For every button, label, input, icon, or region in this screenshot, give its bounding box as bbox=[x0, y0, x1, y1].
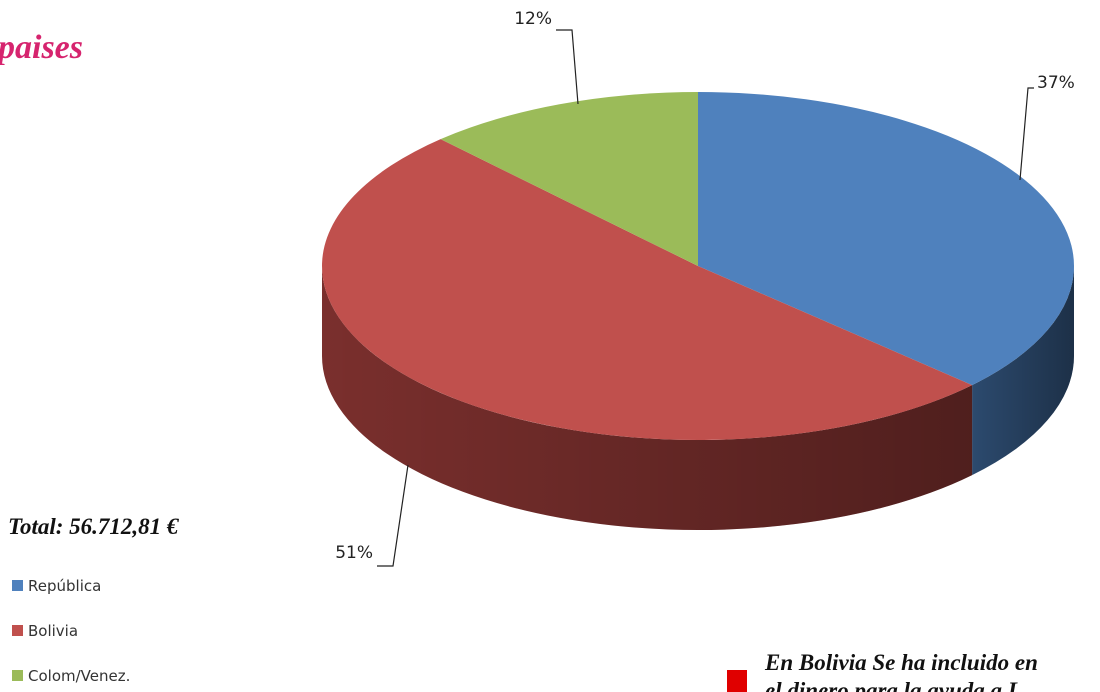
legend-label: Bolivia bbox=[28, 622, 78, 640]
legend-label: Colom/Venez. bbox=[28, 667, 130, 685]
leader-line bbox=[377, 464, 409, 567]
leader-line bbox=[556, 29, 579, 105]
note-line: el dinero para la ayuda a L bbox=[765, 678, 1022, 692]
legend-swatch bbox=[12, 580, 23, 591]
slice-side-shade bbox=[972, 266, 1074, 476]
chart-title: paises bbox=[0, 29, 83, 66]
data-label: 12% bbox=[514, 9, 552, 29]
data-label: 51% bbox=[335, 543, 373, 563]
slice-side-shade bbox=[322, 266, 973, 530]
leader-line bbox=[1019, 87, 1034, 181]
legend-swatch bbox=[12, 625, 23, 636]
total-annotation: Total: 56.712,81 € bbox=[8, 514, 180, 539]
slice bbox=[440, 92, 698, 266]
note-marker bbox=[727, 670, 747, 692]
legend-swatch bbox=[12, 670, 23, 681]
data-label: 37% bbox=[1037, 73, 1075, 93]
slice bbox=[698, 92, 1074, 386]
legend-label: República bbox=[28, 577, 101, 595]
note-line: En Bolivia Se ha incluido en bbox=[764, 650, 1038, 675]
slice bbox=[321, 139, 973, 441]
